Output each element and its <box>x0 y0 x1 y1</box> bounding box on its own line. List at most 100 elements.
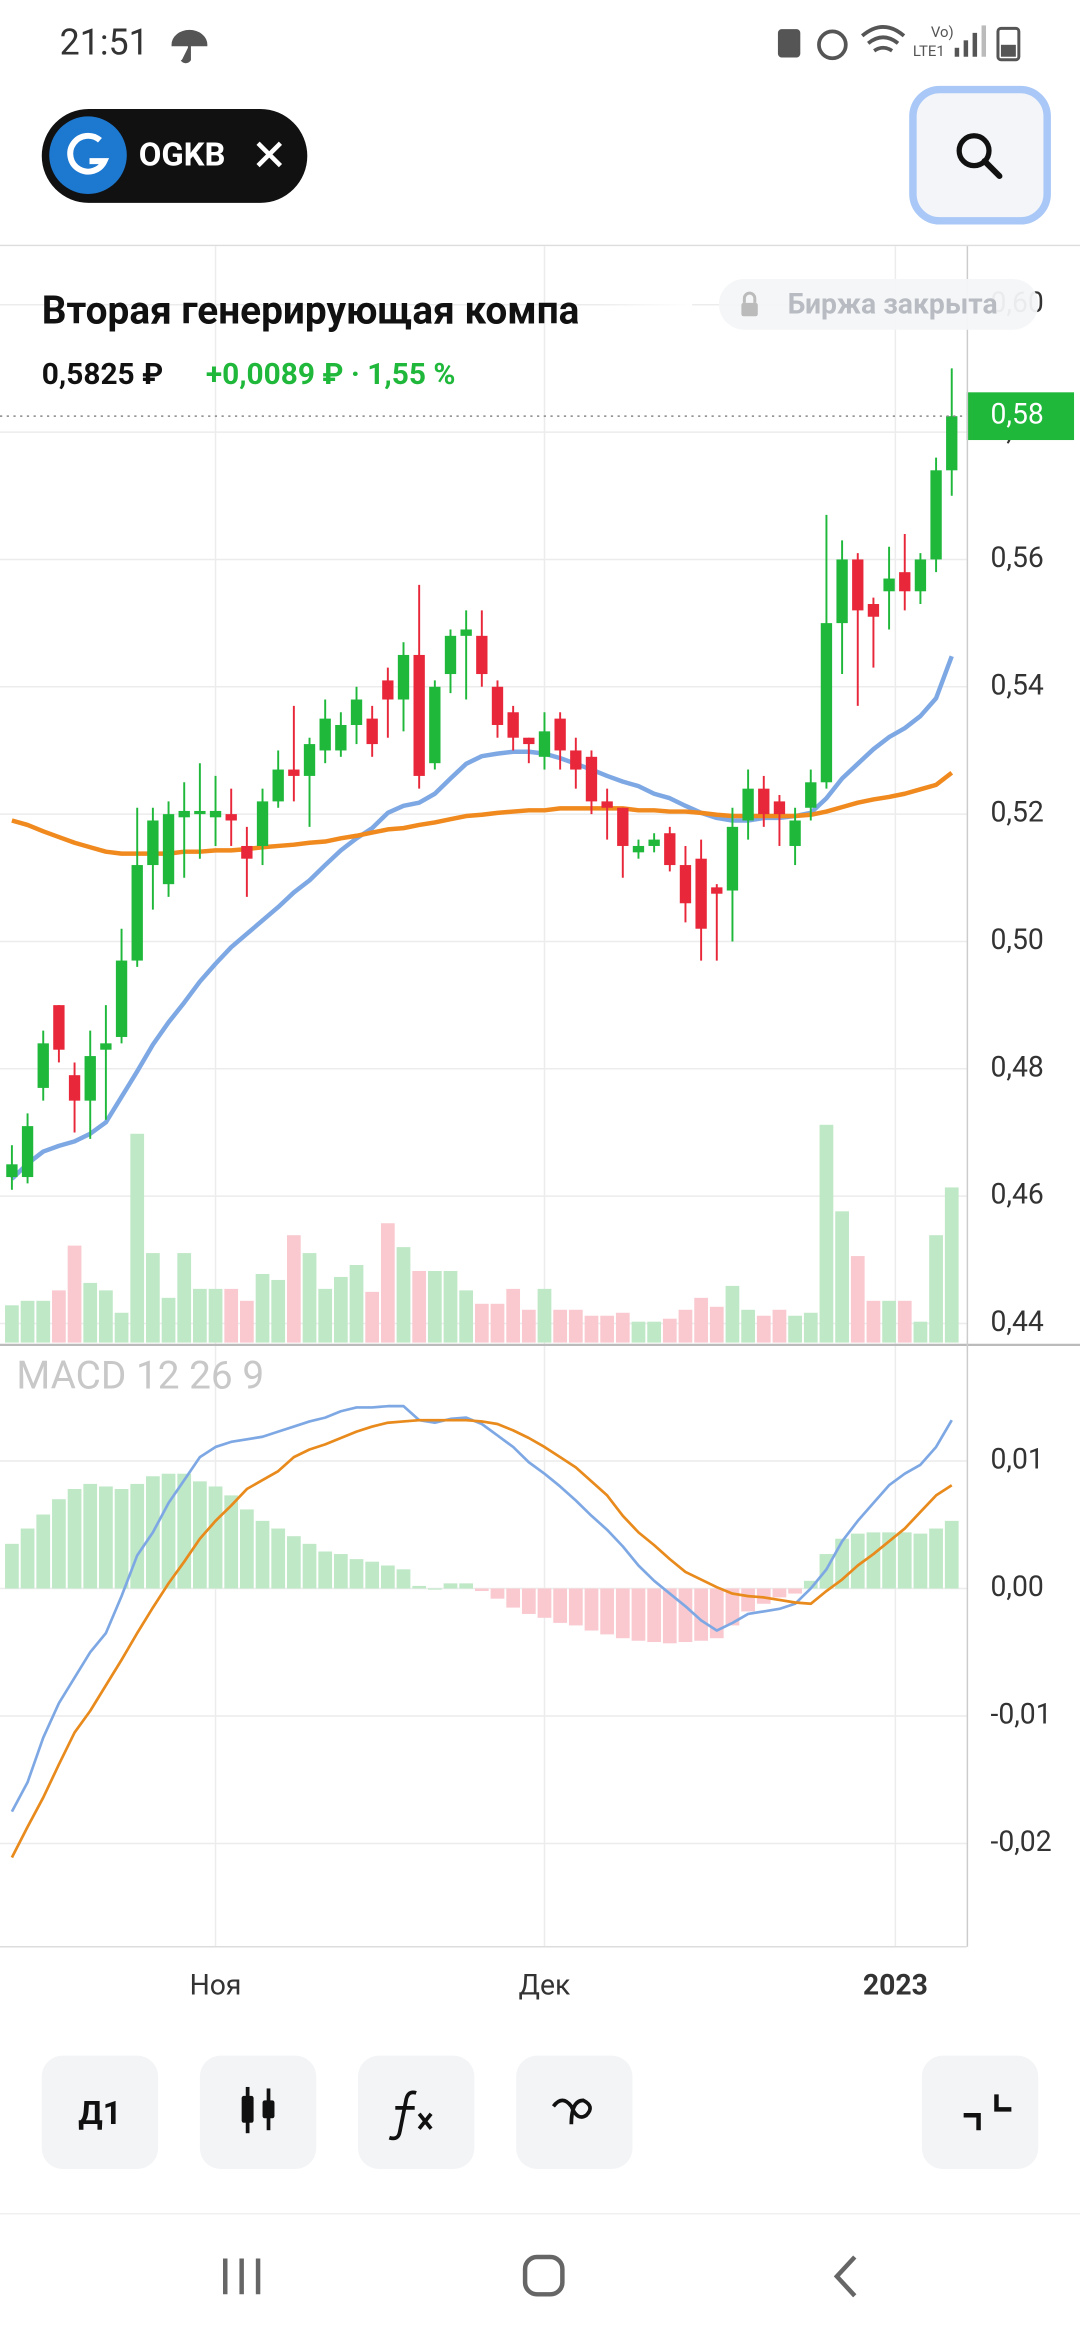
volume-bar <box>333 1276 348 1343</box>
y-tick-label: 0,00 <box>990 1570 1043 1603</box>
volume-bar <box>208 1288 223 1343</box>
ticker-logo <box>49 116 127 194</box>
candle-body <box>632 845 645 853</box>
candle-body <box>303 744 316 776</box>
chart-type-button[interactable] <box>199 2055 317 2169</box>
candle-body <box>773 801 786 815</box>
histogram-bar <box>5 1543 19 1589</box>
histogram-bar <box>741 1588 755 1612</box>
candle-body <box>162 814 175 885</box>
candle-body <box>272 769 284 802</box>
candle-body <box>21 1126 34 1178</box>
candle-body <box>570 750 582 770</box>
collapse-button[interactable] <box>921 2055 1039 2169</box>
volume-bar <box>788 1315 802 1343</box>
histogram-bar <box>459 1583 474 1589</box>
histogram-bar <box>365 1561 380 1589</box>
histogram-bar <box>271 1528 286 1589</box>
close-icon[interactable] <box>256 141 283 168</box>
volume-bar <box>553 1309 568 1343</box>
ticker-chip[interactable]: OGKB <box>41 108 308 203</box>
candle-body <box>382 680 394 700</box>
candle-body <box>68 1075 81 1101</box>
candle-body <box>679 865 692 904</box>
recents-button[interactable] <box>223 2258 261 2295</box>
volume-bar <box>271 1279 286 1343</box>
histogram-bar <box>474 1588 489 1592</box>
candle-body <box>883 578 895 592</box>
navigation-bar <box>0 2213 1080 2340</box>
volume-bar <box>286 1235 301 1343</box>
histogram-bar <box>240 1509 254 1589</box>
candle-body <box>538 731 551 757</box>
histogram-bar <box>224 1495 239 1589</box>
status-time: 21:51 <box>60 21 149 63</box>
interval-button[interactable]: Д1 <box>41 2055 159 2169</box>
volume-bar <box>647 1321 661 1343</box>
volume-bar <box>146 1253 160 1343</box>
title-fade <box>596 283 693 344</box>
candle-body <box>84 1056 96 1101</box>
y-tick-label: 0,01 <box>990 1442 1043 1475</box>
volume-bar <box>255 1273 270 1343</box>
volume-bar <box>709 1306 724 1343</box>
candle-body <box>194 810 206 815</box>
volume-bar <box>83 1282 98 1343</box>
histogram-bar <box>537 1588 552 1618</box>
histogram-bar <box>600 1588 615 1635</box>
candle-body <box>37 1043 49 1088</box>
volume-bar <box>365 1291 380 1343</box>
volume-bar <box>443 1270 458 1343</box>
status-icons: Vo) LTE1 <box>171 23 1021 64</box>
histogram-bar <box>349 1559 364 1589</box>
search-button[interactable] <box>909 85 1051 225</box>
candle-body <box>836 559 848 624</box>
histogram-bar <box>521 1588 536 1614</box>
volume-bar <box>741 1309 755 1343</box>
volume-bar <box>412 1270 427 1343</box>
histogram-bar <box>866 1532 881 1589</box>
histogram-bar <box>380 1565 395 1589</box>
candle-body <box>695 858 707 929</box>
histogram-bar <box>99 1486 113 1589</box>
histogram-bar <box>568 1588 583 1626</box>
market-status-label: Биржа закрыта <box>788 287 998 320</box>
back-button[interactable] <box>833 2255 857 2298</box>
drawing-button[interactable] <box>516 2055 633 2169</box>
y-tick-label: -0,01 <box>990 1697 1051 1730</box>
histogram-bar <box>709 1588 724 1639</box>
logo-mark <box>67 132 110 175</box>
volume-bar <box>944 1187 959 1343</box>
volume-bar <box>5 1305 19 1343</box>
volume-bar <box>913 1321 928 1343</box>
histogram-bar <box>208 1486 223 1589</box>
histogram-bar <box>318 1551 333 1589</box>
histogram-bar <box>944 1520 959 1589</box>
volume-bar <box>114 1312 129 1343</box>
volume-bar <box>130 1133 145 1343</box>
histogram-bar <box>333 1554 348 1589</box>
volume-bar <box>474 1303 489 1343</box>
histogram-bar <box>114 1489 129 1589</box>
candle-body <box>742 788 754 821</box>
volume-bar <box>866 1300 881 1343</box>
volume-bar <box>459 1290 474 1343</box>
candle-body <box>429 686 441 764</box>
volume-bar <box>850 1256 865 1343</box>
macd-line <box>10 1418 953 1859</box>
volume-bar <box>193 1288 207 1343</box>
histogram-bar <box>850 1533 865 1589</box>
histogram-bar <box>83 1483 98 1589</box>
candle-body <box>100 1043 112 1050</box>
candle-body <box>288 769 300 776</box>
candle-body <box>899 572 911 592</box>
histogram-bar <box>788 1588 802 1594</box>
indicators-button[interactable] <box>358 2055 475 2169</box>
home-button[interactable] <box>522 2254 565 2297</box>
candle-body <box>585 756 598 802</box>
volume-bar <box>631 1321 646 1343</box>
volume-bar <box>584 1315 599 1343</box>
last-price-tag <box>966 392 1075 441</box>
